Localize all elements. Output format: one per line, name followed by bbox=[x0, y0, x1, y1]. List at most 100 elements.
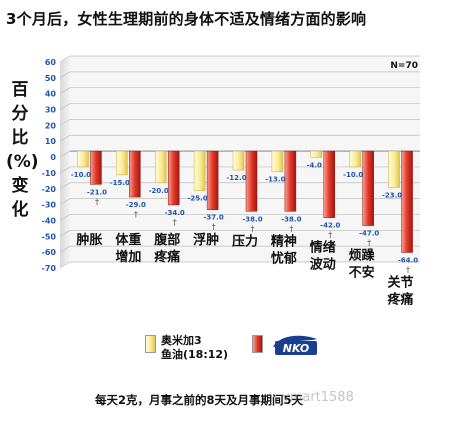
significance-mark: † bbox=[406, 265, 410, 274]
bar-series1 bbox=[232, 150, 245, 171]
gridline-side bbox=[59, 261, 71, 269]
gridline-side bbox=[59, 119, 71, 126]
y-axis-label-char: 化 bbox=[11, 200, 29, 220]
y-tick-label: 10 bbox=[45, 137, 57, 146]
gridline-side bbox=[59, 245, 71, 253]
legend-series1-line1: 奥米加3 bbox=[161, 334, 202, 347]
data-label-series1: -25.0 bbox=[188, 195, 208, 203]
bar-series2 bbox=[129, 150, 141, 198]
data-label-series1: -15.0 bbox=[110, 179, 130, 187]
data-label-series1: -23.0 bbox=[382, 192, 402, 200]
nko-logo-text: NKO bbox=[283, 342, 309, 355]
watermark: ymart1588 bbox=[282, 390, 354, 405]
gridline-side bbox=[59, 71, 71, 79]
legend: 奥米加3 鱼油(18:12) NKO bbox=[145, 333, 445, 373]
data-label-series2: -38.0 bbox=[242, 215, 262, 223]
y-axis-label: 百 分 比 (%) 变 化 bbox=[6, 78, 39, 222]
y-tick-label: 60 bbox=[45, 58, 57, 67]
category-label: 浮肿 bbox=[193, 232, 219, 248]
data-label-series2: -64.0 bbox=[398, 256, 418, 264]
category-label: 烦躁 bbox=[349, 249, 375, 264]
y-tick-label: -20 bbox=[42, 185, 57, 194]
bar-series1 bbox=[116, 150, 128, 176]
bar-chart: 60 50 40 30 20 10 0 -10 -20 -30 -40 -50 -60 -70 -10.0… bbox=[42, 55, 420, 307]
category-label: 关节 bbox=[388, 274, 414, 290]
category-label: 增加 bbox=[115, 249, 141, 265]
chart-title: 3个月后，女性生理期前的身体不适及情绪方面的影响 bbox=[6, 10, 367, 28]
chart-side-wall bbox=[60, 56, 70, 268]
bar-series2 bbox=[245, 150, 258, 212]
y-axis-label-char: 比 bbox=[11, 128, 29, 148]
gridline-side bbox=[59, 230, 71, 237]
significance-mark: † bbox=[289, 224, 293, 233]
significance-mark: † bbox=[173, 218, 177, 227]
chart-back-wall bbox=[70, 56, 420, 262]
data-label-series1: -10.0 bbox=[343, 171, 363, 179]
y-tick-label: 50 bbox=[45, 74, 57, 83]
y-tick-label: -60 bbox=[42, 248, 57, 257]
significance-mark: † bbox=[251, 224, 255, 233]
nko-logo: NKO bbox=[273, 335, 317, 355]
bar-series1 bbox=[77, 150, 89, 168]
data-label-series1: -10.0 bbox=[71, 171, 91, 179]
data-label-series1: -20.0 bbox=[149, 187, 169, 195]
bar-series2 bbox=[206, 150, 219, 210]
y-tick-label: 0 bbox=[50, 153, 56, 162]
legend-series1-line2: 鱼油(18:12) bbox=[161, 348, 229, 361]
significance-mark: † bbox=[367, 239, 371, 248]
significance-mark: † bbox=[328, 231, 332, 240]
y-tick-label: -50 bbox=[42, 232, 57, 241]
category-label: 忧郁 bbox=[271, 250, 297, 266]
bar-series1 bbox=[310, 150, 323, 158]
gridline-side bbox=[59, 150, 71, 158]
category-label: 腹部 bbox=[154, 232, 180, 248]
gridline-side bbox=[59, 182, 71, 190]
gridline-side bbox=[59, 55, 71, 63]
data-label-series1: -13.0 bbox=[265, 176, 285, 184]
sample-size-label: N=70 bbox=[390, 61, 418, 71]
y-axis-label-char: (%) bbox=[6, 152, 39, 172]
bar-series2 bbox=[90, 150, 102, 185]
legend-swatch-series2 bbox=[252, 335, 263, 353]
legend-swatch-series1 bbox=[145, 335, 156, 353]
data-label-series1: -12.0 bbox=[226, 174, 246, 182]
gridline-side bbox=[59, 103, 71, 110]
gridline-side bbox=[59, 87, 71, 94]
y-axis-label-char: 变 bbox=[11, 176, 29, 196]
significance-mark: † bbox=[134, 210, 138, 219]
y-axis-label-char: 百 bbox=[11, 80, 29, 100]
y-tick-label: -70 bbox=[42, 264, 57, 273]
data-label-series2: -34.0 bbox=[165, 209, 185, 217]
category-label: 疼痛 bbox=[154, 249, 180, 265]
gridline-side bbox=[59, 134, 71, 142]
bar-series2 bbox=[284, 150, 297, 212]
y-tick-label: 20 bbox=[45, 121, 57, 130]
data-label-series1: -4.0 bbox=[307, 161, 322, 169]
bar-series1 bbox=[388, 150, 400, 188]
category-label: 不安 bbox=[349, 265, 375, 281]
data-label-series2: -42.0 bbox=[320, 222, 340, 230]
bar-series1 bbox=[154, 150, 167, 184]
gridline-side bbox=[59, 198, 71, 205]
bar-series2 bbox=[323, 150, 336, 218]
data-label-series2: -29.0 bbox=[126, 201, 146, 209]
data-label-series2: -38.0 bbox=[281, 215, 301, 223]
significance-mark: † bbox=[95, 197, 99, 206]
category-label: 疼痛 bbox=[388, 291, 414, 307]
gridline-side bbox=[59, 214, 71, 221]
data-label-series2: -47.0 bbox=[359, 230, 379, 238]
category-label: 体重 bbox=[115, 232, 141, 248]
gridline-side bbox=[59, 166, 71, 174]
category-label: 精神 bbox=[271, 233, 297, 249]
significance-mark: † bbox=[212, 223, 216, 232]
bar-series1 bbox=[271, 150, 284, 172]
legend-label-series1: 奥米加3 鱼油(18:12) bbox=[161, 334, 228, 362]
category-label: 波动 bbox=[310, 257, 336, 273]
data-label-series2: -37.0 bbox=[204, 214, 224, 222]
data-label-series2: -21.0 bbox=[87, 188, 107, 196]
bar-series1 bbox=[193, 150, 206, 191]
y-tick-label: 30 bbox=[45, 106, 57, 115]
category-label: 情绪 bbox=[310, 240, 336, 256]
y-axis-label-char: 分 bbox=[11, 104, 29, 124]
bar-series1 bbox=[349, 150, 361, 168]
